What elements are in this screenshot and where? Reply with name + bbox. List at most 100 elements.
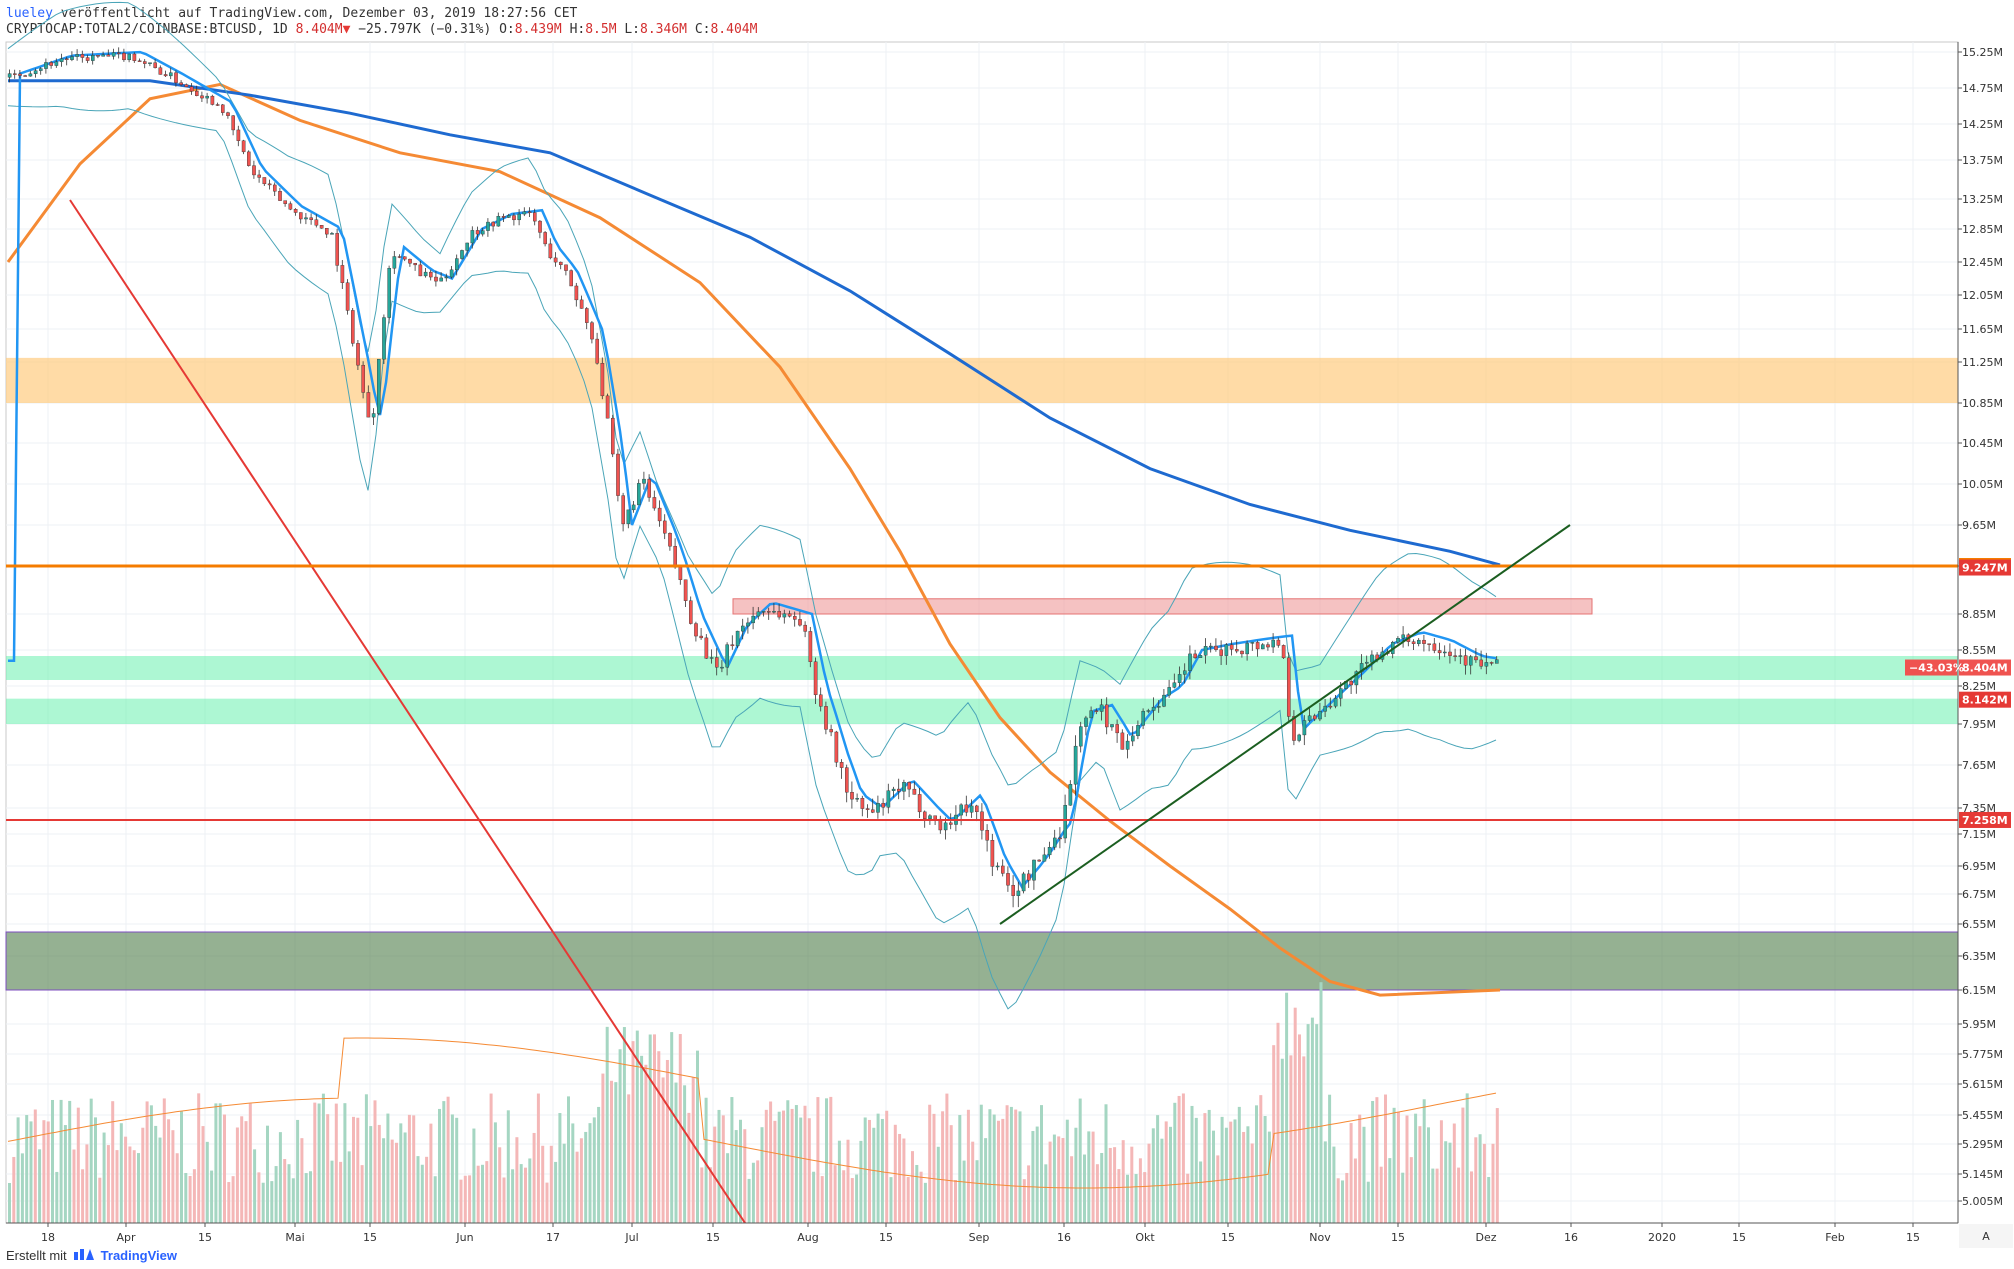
volume-bar <box>528 1158 532 1223</box>
volume-bar <box>1121 1140 1125 1223</box>
candle-body <box>668 532 672 547</box>
candle-body <box>787 613 792 617</box>
time-tick-label: 15 <box>363 1231 377 1244</box>
candle-body <box>1437 650 1442 654</box>
candle-body <box>18 73 22 76</box>
volume-bar <box>472 1128 476 1223</box>
candle-body <box>1234 649 1239 652</box>
candle-body <box>1084 717 1088 727</box>
volume-bar <box>1018 1111 1022 1223</box>
candle-body <box>1427 643 1431 645</box>
volume-bar <box>1298 1034 1301 1223</box>
candle-body <box>652 497 657 509</box>
candle-body <box>1266 644 1270 648</box>
volume-bar <box>33 1109 37 1223</box>
volume-bar <box>1014 1109 1018 1223</box>
volume-bar <box>932 1113 936 1223</box>
candle-body <box>1156 706 1161 708</box>
candle-body <box>1489 662 1494 664</box>
price-axis: 15.25M 14.75M 14.25M 13.75M 13.25M 12.85M 12.4… <box>1905 42 2011 1223</box>
candle-body <box>1442 651 1447 654</box>
time-tick-label: Apr <box>116 1231 136 1244</box>
candle-body <box>1198 655 1203 659</box>
percent-tag-label: −43.03% <box>1909 662 1964 675</box>
candle-body <box>262 177 267 185</box>
volume-bar <box>1070 1156 1074 1223</box>
volume-bar <box>1384 1094 1387 1223</box>
volume-bar <box>954 1180 957 1223</box>
candle-body <box>1032 859 1036 881</box>
volume-bar <box>1009 1106 1013 1223</box>
author-link[interactable]: lueley <box>6 6 53 21</box>
price-tag-label: 8.404M <box>1962 662 2008 675</box>
candle-body <box>423 271 428 277</box>
volume-bar <box>270 1181 274 1223</box>
bollinger-lower-line <box>7 105 1497 1010</box>
candle-body <box>595 338 599 364</box>
volume-bar <box>1422 1099 1426 1223</box>
volume-bar <box>1461 1107 1465 1223</box>
volume-bar <box>1229 1121 1233 1223</box>
volume-bar <box>721 1115 725 1223</box>
volume-bar <box>227 1182 231 1223</box>
candle-body <box>351 310 355 344</box>
candle-body <box>1214 645 1218 650</box>
candle-body <box>1229 644 1234 650</box>
price-tag-label: 8.142M <box>1962 694 2008 707</box>
volume-bar <box>300 1138 304 1223</box>
volume-bar <box>188 1176 192 1223</box>
volume-bar <box>339 1161 343 1223</box>
time-tick-label: Sep <box>969 1231 990 1244</box>
candle-body <box>408 258 412 264</box>
volume-bar <box>786 1100 790 1223</box>
volume-bar <box>756 1160 760 1223</box>
low-value: 8.346M <box>640 22 687 37</box>
volume-bar <box>356 1117 360 1223</box>
volume-bar <box>536 1093 540 1223</box>
volume-bar <box>29 1121 33 1223</box>
volume-bar <box>674 1082 678 1223</box>
footer-brand[interactable]: TradingView <box>100 1248 178 1263</box>
zone-green-upper <box>6 656 1958 680</box>
candle-body <box>1078 726 1083 747</box>
volume-bar <box>235 1127 239 1223</box>
volume-bar <box>1220 1116 1224 1223</box>
volume-bar <box>330 1160 334 1223</box>
volume-bar <box>597 1106 601 1223</box>
volume-bar <box>1323 1141 1327 1223</box>
volume-bar <box>1147 1143 1151 1223</box>
candle-body <box>90 55 95 61</box>
candle-body <box>876 802 880 813</box>
volume-bar <box>124 1136 128 1223</box>
volume-bar <box>1181 1093 1185 1223</box>
volume-bar <box>730 1097 734 1223</box>
candle-body <box>569 270 573 287</box>
close-label: C: <box>694 22 711 37</box>
volume-bar <box>502 1177 506 1223</box>
volume-bar <box>1491 1143 1495 1223</box>
candle-body <box>267 183 272 186</box>
volume-bar <box>296 1119 300 1223</box>
volume-bar <box>1044 1164 1048 1223</box>
candle-body <box>1245 643 1249 655</box>
volume-bar <box>541 1145 545 1223</box>
candle-body <box>860 798 865 809</box>
candle-body <box>80 54 85 58</box>
bollinger-upper-line <box>7 1 1497 786</box>
volume-bar <box>425 1156 429 1223</box>
auto-scale-button[interactable]: A <box>1982 1230 1990 1243</box>
candle-body <box>975 805 979 813</box>
volume-bar <box>8 1182 11 1223</box>
candle-body <box>642 478 646 484</box>
volume-bar <box>1108 1147 1112 1223</box>
candle-body <box>330 233 334 235</box>
candle-body <box>1333 698 1338 707</box>
candle-body <box>1151 706 1156 711</box>
candle-body <box>1115 724 1119 734</box>
candle-body <box>1146 710 1151 712</box>
volume-bar <box>614 1082 618 1223</box>
candle-body <box>1006 873 1010 886</box>
time-tick-label: 16 <box>1057 1231 1071 1244</box>
candle-body <box>1058 837 1062 840</box>
